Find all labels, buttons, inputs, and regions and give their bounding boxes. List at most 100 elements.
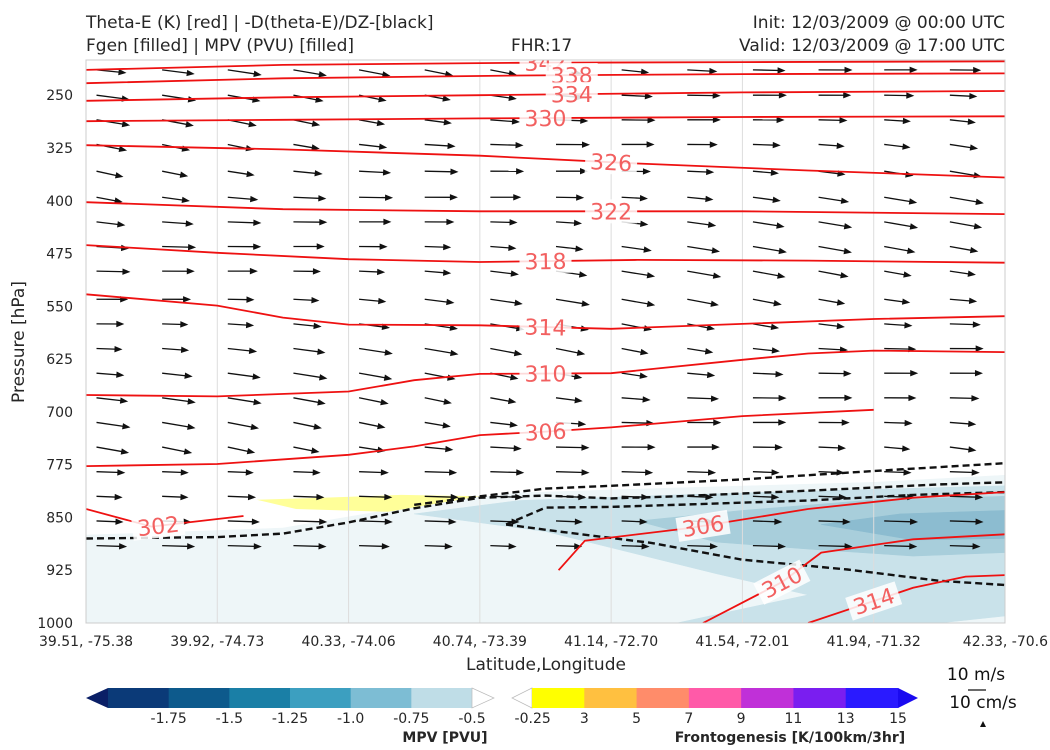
wind-vector [227,372,261,380]
wind-vector [162,372,193,379]
stability-contours [86,462,1005,587]
wind-vector [687,92,721,99]
wind-vector [555,245,584,252]
wind-vector [818,270,849,279]
wind-vector [227,543,262,550]
wind-vector [687,195,714,203]
colorbar-tick-label: -0.75 [393,711,429,727]
wind-vector [424,298,455,306]
wind-vector [162,268,195,275]
wind-vector [162,69,195,77]
forecast-hour: FHR:17 [511,36,573,56]
wind-vector [162,244,197,251]
wind-vector [621,298,656,307]
wind-vector [949,196,984,205]
y-tick-label: 400 [46,194,73,210]
wind-vector [490,219,518,226]
wind-vector [752,518,783,525]
wind-vector [359,543,390,550]
colorbar-segment [741,688,794,708]
title-line2: Fgen [filled] | MPV (PVU) [filled] [86,36,355,56]
fgen-colorbar: 3 5 7 9 11 13 15 [511,687,918,727]
wind-vector [227,446,256,455]
wind-vector [293,421,322,430]
wind-vector [424,194,458,201]
wind-vector [490,168,525,175]
colorbar-tick-label: -1.25 [272,711,308,727]
wind-vector [621,443,656,451]
wind-vector [949,297,978,305]
x-axis-ticks: 39.51, -75.38 39.92, -74.73 40.33, -74.06 4… [39,634,1048,650]
wind-vector [949,221,983,230]
wind-vector [358,119,386,127]
wind-vector [752,245,787,255]
colorbar-segment [636,688,690,708]
wind-vector [424,218,455,226]
wind-vector [424,119,452,126]
wind-vector [949,493,984,501]
x-tick-label: 41.14, -72.70 [564,634,658,650]
wind-vector [555,298,590,307]
colorbar-tick-label: -0.5 [458,711,485,727]
x-tick-label: 40.33, -74.06 [302,634,396,650]
wind-vector [293,218,328,226]
theta-e-contour: 302 [86,508,244,542]
theta-e-label: 314 [524,316,567,342]
wind-vector [818,543,853,550]
wind-vector [424,269,452,276]
wind-vector [949,245,979,254]
colorbar-extend-min [86,688,108,708]
stability-contour [414,462,1005,506]
wind-vector [293,347,326,355]
wind-vector [555,469,590,476]
wind-vector [818,117,848,124]
wind-vector [555,194,585,201]
wind-vector [752,394,787,402]
wind-vector [818,66,853,74]
wind-vector [96,543,128,550]
wind-vector [424,445,454,453]
theta-e-contour: 310 [86,349,1005,398]
wind-vector [424,543,453,550]
wind-vector [687,168,715,176]
wind-vector [884,270,912,278]
colorbar-tick-label: 9 [737,711,746,727]
wind-vector [621,245,652,253]
wind-vector [884,196,918,205]
wind-vector [687,141,718,148]
wind-vector [687,347,714,355]
wind-vector [884,394,917,402]
wind-vector [162,446,193,455]
y-tick-label: 775 [46,458,73,474]
wind-vector [490,194,522,201]
wind-vector [949,518,984,525]
wind-vector [949,370,983,377]
wind-vector [687,116,721,124]
wind-vector [621,68,650,76]
wind-vector [884,419,913,427]
wind-vector [752,493,780,501]
wind-vector [752,298,782,307]
y-axis-label: Pressure [hPa] [9,281,29,403]
wind-vector [752,347,780,354]
wind-vector [555,347,586,356]
wind-vector [555,396,583,404]
wind-vector [687,419,722,426]
colorbar-tick-label: 15 [889,711,907,727]
wind-vector [96,170,124,179]
colorbar-tick-label: 13 [837,711,855,727]
title-line1: Theta-E (K) [red] | -D(theta-E)/DZ-[blac… [86,13,434,33]
colorbar-segment [290,688,352,708]
x-tick-label: 41.54, -72.01 [695,634,789,650]
colorbar-segment [108,688,170,708]
wind-vector [752,141,781,149]
wind-vector [227,518,260,525]
colorbar-tick-label: 3 [580,711,589,727]
wind-vector [818,518,851,525]
theta-e-contour: 314 [86,293,1005,342]
wind-vector [293,243,325,250]
wind-vector [227,69,262,77]
wind-vector [818,493,847,501]
wind-vector [818,142,845,149]
